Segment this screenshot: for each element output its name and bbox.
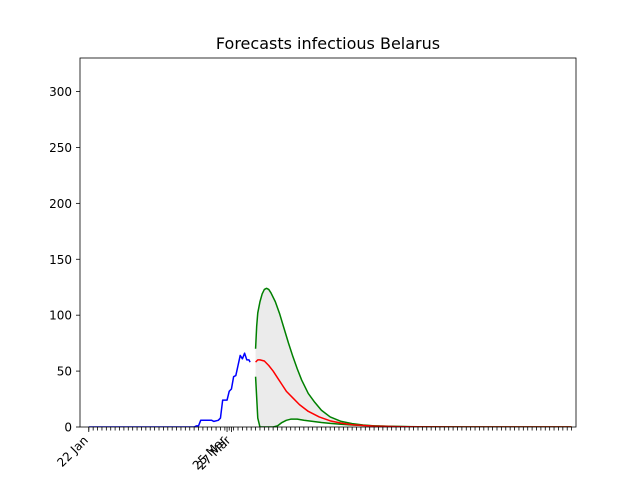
y-tick-label: 0	[64, 421, 72, 435]
forecast-band	[255, 288, 572, 427]
y-tick-label: 50	[57, 365, 72, 379]
x-tick-label: 22 Jan	[54, 433, 90, 469]
series-line-observed	[88, 352, 251, 427]
plot-area	[88, 287, 572, 427]
y-tick-label: 300	[49, 85, 72, 99]
series-line-forecast-mean	[255, 359, 572, 427]
plot-frame	[79, 57, 577, 428]
y-tick-label: 150	[49, 253, 72, 267]
y-tick-label: 200	[49, 197, 72, 211]
y-tick-label: 250	[49, 141, 72, 155]
chart-title: Forecasts infectious Belarus	[216, 34, 440, 53]
y-tick-label: 100	[49, 309, 72, 323]
